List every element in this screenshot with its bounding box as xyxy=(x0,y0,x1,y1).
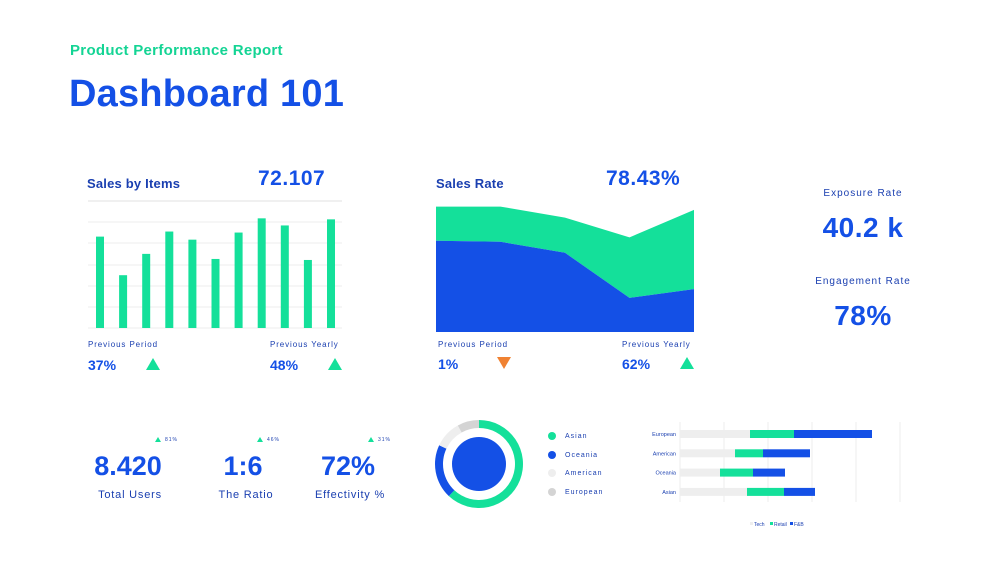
sales-by-items-value: 72.107 xyxy=(258,167,326,190)
ratio-label: The Ratio xyxy=(218,489,274,501)
bar-1 xyxy=(96,236,104,328)
total-users-delta: 81% xyxy=(155,437,178,443)
sales-by-items-chart xyxy=(88,200,342,329)
region-stacked-bars: European American Oceania Asian Tech Retail F&… xyxy=(652,422,901,528)
legend-label: Asian xyxy=(565,432,588,440)
bar-3 xyxy=(142,253,151,328)
hbar-category-label: Asian xyxy=(662,490,676,496)
trend-up-icon xyxy=(146,358,160,370)
hbar-european-retail xyxy=(750,430,794,438)
donut-slice-american xyxy=(439,425,462,449)
legend-label: American xyxy=(565,469,603,477)
sales-items-previous-yearly-label: Previous Yearly xyxy=(270,340,339,349)
effectivity-value: 72% xyxy=(320,451,376,481)
hbar-oceania-tech xyxy=(680,468,720,477)
legend-dot-icon xyxy=(548,469,556,477)
legend-dot-icon xyxy=(548,451,556,459)
sales-rate-title: Sales Rate xyxy=(436,176,504,191)
bar-7 xyxy=(234,232,243,328)
legend-series-label: F&B xyxy=(794,522,804,528)
sales-rate-value: 78.43% xyxy=(606,167,681,190)
hbar-american-retail xyxy=(735,449,763,458)
total-users-value: 8.420 xyxy=(94,451,162,481)
legend-item-european: European xyxy=(548,488,603,496)
area-series-lower xyxy=(436,240,694,332)
sales-rate-previous-yearly-value: 62% xyxy=(622,356,651,372)
trend-up-icon xyxy=(328,358,342,370)
hbar-category-label: American xyxy=(653,451,676,457)
bar-2 xyxy=(119,275,128,328)
area-series-upper xyxy=(436,206,694,298)
trend-down-icon xyxy=(497,357,511,369)
donut-slice-european xyxy=(457,420,479,433)
hbar-category-label: Oceania xyxy=(656,471,677,477)
sales-rate-previous-period-label: Previous Period xyxy=(438,340,508,349)
bar-6 xyxy=(211,258,220,328)
sales-items-previous-yearly-value: 48% xyxy=(270,357,299,373)
legend-item-asian: Asian xyxy=(548,432,588,440)
ratio-delta-value: 46% xyxy=(267,437,281,443)
donut-center xyxy=(452,437,506,491)
total-users-delta-value: 81% xyxy=(165,437,179,443)
hbar-category-label: European xyxy=(652,432,676,438)
page-title: Dashboard 101 xyxy=(69,73,345,115)
trend-up-icon xyxy=(680,357,694,369)
engagement-rate-label: Engagement Rate xyxy=(815,276,911,287)
legend-label: Oceania xyxy=(565,451,599,459)
effectivity-delta: 31% xyxy=(368,437,391,443)
legend-item-american: American xyxy=(548,469,603,477)
region-donut xyxy=(435,420,523,508)
exposure-rate-label: Exposure Rate xyxy=(823,188,903,199)
sales-by-items-title: Sales by Items xyxy=(87,176,181,191)
legend-series-label: Retail xyxy=(774,522,787,528)
legend-label: European xyxy=(565,488,604,496)
trend-up-icon xyxy=(257,437,263,443)
sales-items-previous-period-label: Previous Period xyxy=(88,340,158,349)
legend-swatch-icon xyxy=(770,522,773,525)
legend-dot-icon xyxy=(548,488,556,496)
hbar-european-fandb xyxy=(794,430,872,438)
sales-items-previous-period-value: 37% xyxy=(88,357,117,373)
legend-dot-icon xyxy=(548,432,556,440)
sales-rate-previous-period-value: 1% xyxy=(438,356,459,372)
total-users-label: Total Users xyxy=(98,489,162,501)
exposure-rate-value: 40.2 k xyxy=(822,212,904,243)
trend-up-icon xyxy=(368,437,374,443)
sales-rate-previous-yearly-label: Previous Yearly xyxy=(622,340,691,349)
hbar-american-fandb xyxy=(763,449,810,458)
effectivity-delta-value: 31% xyxy=(378,437,392,443)
donut-slice-asian xyxy=(448,420,523,508)
sales-rate-chart xyxy=(436,206,694,332)
bar-11 xyxy=(327,219,335,328)
legend-series-label: Tech xyxy=(754,522,765,528)
ratio-value: 1:6 xyxy=(223,451,263,481)
bar-10 xyxy=(303,259,312,328)
effectivity-label: Effectivity % xyxy=(314,489,386,501)
hbar-asian-retail xyxy=(747,487,784,496)
bar-8 xyxy=(257,218,266,328)
report-subtitle: Product Performance Report xyxy=(70,42,283,59)
hbar-european-tech xyxy=(680,430,750,438)
engagement-rate-value: 78% xyxy=(834,300,892,331)
ratio-delta: 46% xyxy=(257,437,280,443)
hbar-oceania-fandb xyxy=(753,468,785,477)
hbar-asian-fandb xyxy=(784,487,815,496)
legend-item-oceania: Oceania xyxy=(548,451,598,459)
bar-9 xyxy=(280,225,289,328)
hbar-american-tech xyxy=(680,449,735,458)
hbar-oceania-retail xyxy=(720,468,753,477)
trend-up-icon xyxy=(155,437,161,443)
donut-slice-oceania xyxy=(435,445,455,497)
bar-5 xyxy=(188,239,197,328)
hbar-asian-tech xyxy=(680,487,747,496)
bar-4 xyxy=(165,231,174,328)
legend-swatch-icon xyxy=(750,522,753,525)
legend-swatch-icon xyxy=(790,522,793,525)
